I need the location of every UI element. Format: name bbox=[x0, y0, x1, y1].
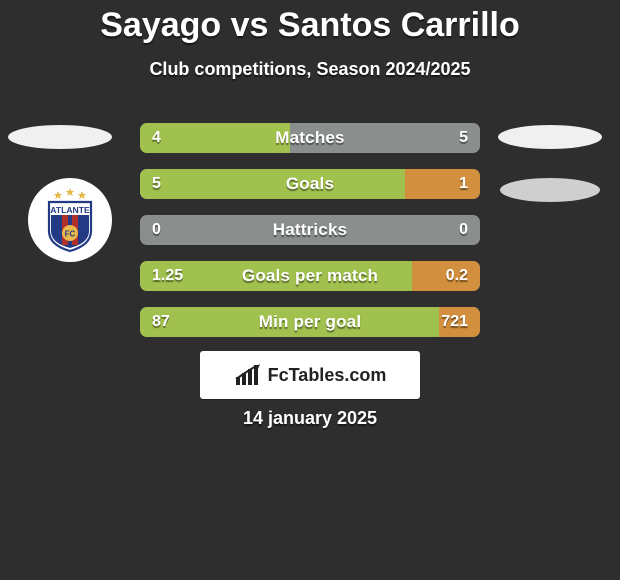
stat-row-hattricks: 0 Hattricks 0 bbox=[140, 215, 480, 245]
branding-box: FcTables.com bbox=[200, 351, 420, 399]
stat-right-value: 0 bbox=[459, 215, 468, 245]
branding-text: FcTables.com bbox=[268, 365, 387, 386]
page-subtitle: Club competitions, Season 2024/2025 bbox=[0, 59, 620, 80]
stat-right-value: 721 bbox=[441, 307, 468, 337]
stat-label: Matches bbox=[140, 123, 480, 153]
bar-chart-icon bbox=[234, 363, 262, 387]
comparison-infographic: Sayago vs Santos Carrillo Club competiti… bbox=[0, 0, 620, 580]
footer-date: 14 january 2025 bbox=[0, 408, 620, 429]
stat-row-min-per-goal: 87 Min per goal 721 bbox=[140, 307, 480, 337]
stat-right-value: 0.2 bbox=[446, 261, 468, 291]
stat-label: Goals bbox=[140, 169, 480, 199]
player-left-avatar bbox=[8, 125, 112, 149]
stat-right-value: 1 bbox=[459, 169, 468, 199]
stat-row-goals: 5 Goals 1 bbox=[140, 169, 480, 199]
stat-bars: 4 Matches 5 5 Goals 1 0 Hattricks 0 1.25… bbox=[140, 123, 480, 353]
stat-label: Goals per match bbox=[140, 261, 480, 291]
stat-label: Hattricks bbox=[140, 215, 480, 245]
stat-label: Min per goal bbox=[140, 307, 480, 337]
svg-text:FC: FC bbox=[65, 230, 76, 239]
club-right-badge-placeholder bbox=[500, 178, 600, 202]
stat-row-goals-per-match: 1.25 Goals per match 0.2 bbox=[140, 261, 480, 291]
stat-row-matches: 4 Matches 5 bbox=[140, 123, 480, 153]
player-right-avatar bbox=[498, 125, 602, 149]
badge-label: ATLANTE bbox=[50, 205, 90, 215]
stat-right-value: 5 bbox=[459, 123, 468, 153]
page-title: Sayago vs Santos Carrillo bbox=[0, 0, 620, 45]
shield-icon: ATLANTE FC bbox=[40, 187, 100, 253]
club-left-badge: ATLANTE FC bbox=[28, 178, 112, 262]
